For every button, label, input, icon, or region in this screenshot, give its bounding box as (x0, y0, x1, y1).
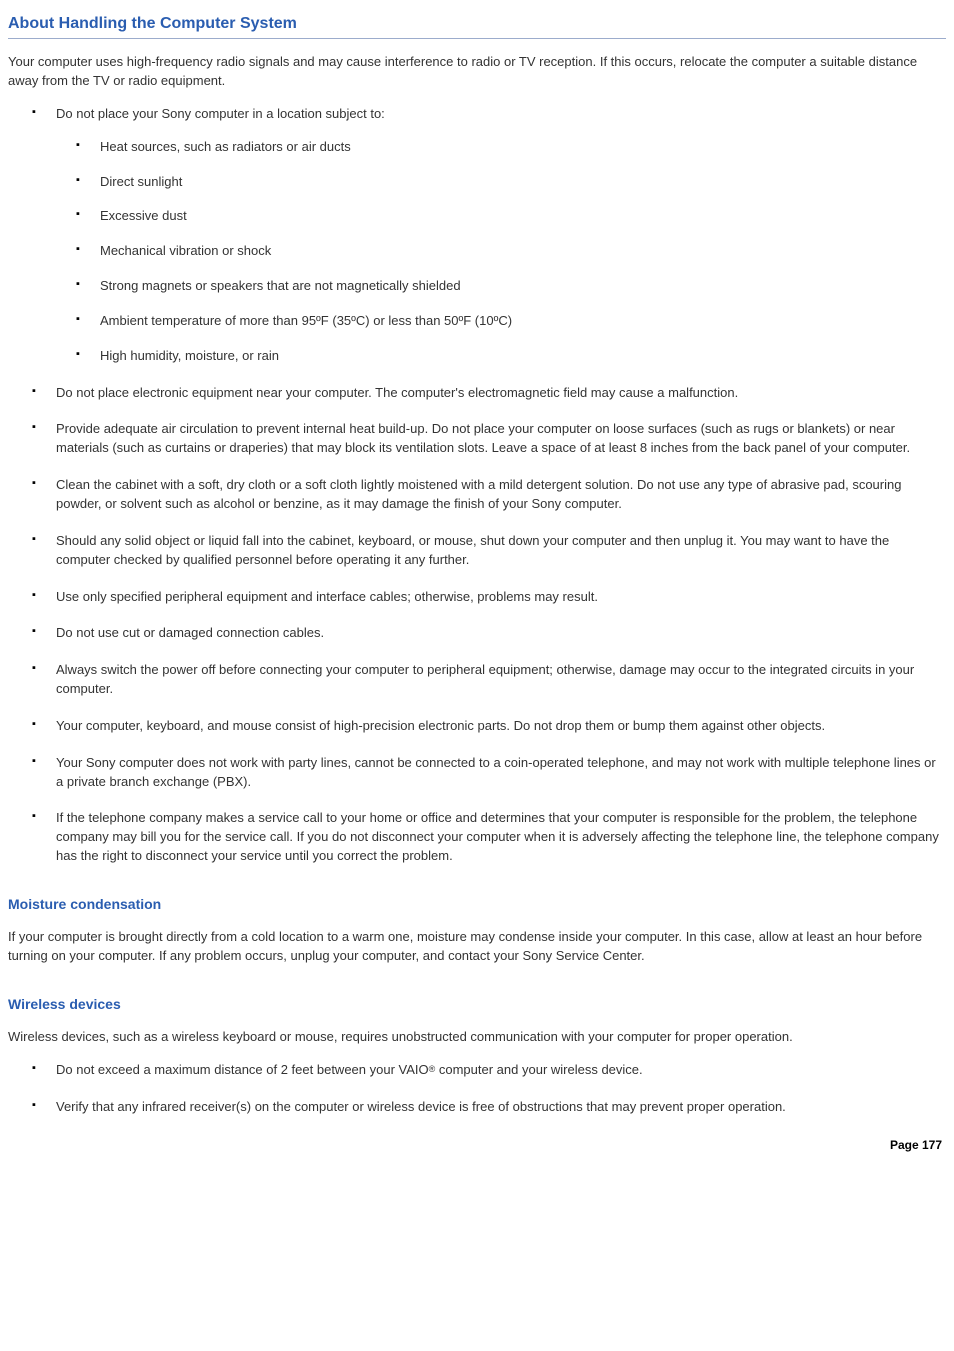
list-item: Use only specified peripheral equipment … (8, 588, 946, 607)
list-item: Always switch the power off before conne… (8, 661, 946, 699)
page-number: Page 177 (8, 1137, 946, 1154)
list-item: Excessive dust (56, 207, 946, 226)
list-item-locations: Do not place your Sony computer in a loc… (8, 105, 946, 366)
list-item: Do not use cut or damaged connection cab… (8, 624, 946, 643)
wireless-list: Do not exceed a maximum distance of 2 fe… (8, 1061, 946, 1117)
list-item: Do not exceed a maximum distance of 2 fe… (8, 1061, 946, 1080)
list-item: Do not place electronic equipment near y… (8, 384, 946, 403)
moisture-paragraph: If your computer is brought directly fro… (8, 928, 946, 966)
list-item: Your computer, keyboard, and mouse consi… (8, 717, 946, 736)
list-item-text: Do not place your Sony computer in a loc… (56, 106, 385, 121)
list-item: Ambient temperature of more than 95ºF (3… (56, 312, 946, 331)
intro-paragraph: Your computer uses high-frequency radio … (8, 53, 946, 91)
list-item: Strong magnets or speakers that are not … (56, 277, 946, 296)
list-item: High humidity, moisture, or rain (56, 347, 946, 366)
list-item: If the telephone company makes a service… (8, 809, 946, 866)
list-item: Your Sony computer does not work with pa… (8, 754, 946, 792)
list-item: Provide adequate air circulation to prev… (8, 420, 946, 458)
main-list: Do not place your Sony computer in a loc… (8, 105, 946, 866)
wireless-paragraph: Wireless devices, such as a wireless key… (8, 1028, 946, 1047)
list-item: Verify that any infrared receiver(s) on … (8, 1098, 946, 1117)
sub-list: Heat sources, such as radiators or air d… (56, 138, 946, 366)
moisture-heading: Moisture condensation (8, 894, 946, 914)
wireless-heading: Wireless devices (8, 994, 946, 1014)
list-item: Should any solid object or liquid fall i… (8, 532, 946, 570)
list-item: Mechanical vibration or shock (56, 242, 946, 261)
list-item: Direct sunlight (56, 173, 946, 192)
list-item: Heat sources, such as radiators or air d… (56, 138, 946, 157)
page-title: About Handling the Computer System (8, 12, 946, 39)
list-item: Clean the cabinet with a soft, dry cloth… (8, 476, 946, 514)
